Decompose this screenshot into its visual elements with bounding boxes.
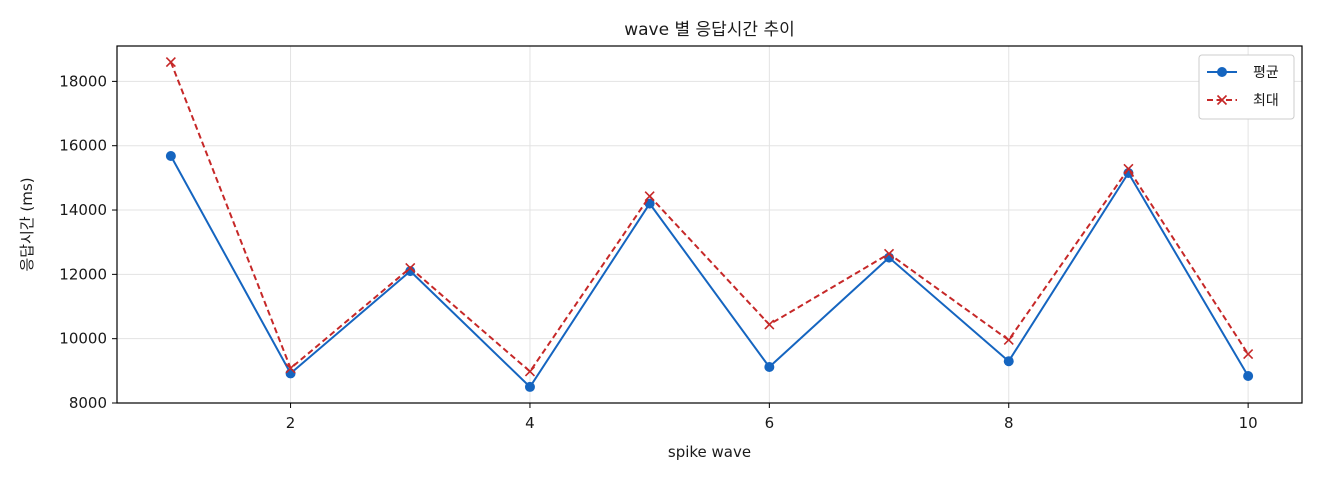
series-layer [165, 57, 1254, 392]
x-tick-label: 8 [1004, 414, 1014, 432]
legend-marker-max [1216, 94, 1228, 106]
data-point-avg [524, 381, 535, 392]
data-point-max [764, 319, 775, 330]
y-tick-label: 12000 [59, 265, 107, 283]
x-tick-label: 4 [525, 414, 535, 432]
data-point-avg [764, 361, 775, 372]
x-tick-label: 2 [286, 414, 296, 432]
data-point-max [883, 248, 895, 259]
legend-label-avg: 평균 [1253, 65, 1279, 81]
plot-frame [116, 45, 1303, 404]
grid-lines [117, 46, 1302, 404]
series-line-max [169, 61, 1249, 373]
data-point-max [524, 366, 536, 377]
data-point-max [285, 363, 296, 374]
data-point-max [1003, 334, 1014, 346]
axis-ticks: 2 4 6 8 10 8000 10000 12000 14000 16000 18000 [59, 72, 1257, 432]
y-tick-label: 10000 [59, 330, 107, 348]
data-point-avg [285, 368, 296, 379]
data-point-avg [165, 150, 176, 161]
y-tick-label: 14000 [59, 201, 107, 219]
series-max [165, 57, 1254, 377]
data-point-avg [405, 266, 416, 277]
data-point-max [165, 57, 176, 68]
y-tick-label: 8000 [69, 394, 107, 412]
data-point-max [644, 191, 655, 202]
legend-label-max: 최대 [1253, 93, 1279, 109]
data-point-avg [1003, 356, 1014, 367]
chart-title: wave 별 응답시간 추이 [624, 20, 795, 40]
legend-marker-avg [1217, 67, 1227, 77]
legend-box [1198, 54, 1295, 120]
y-tick-label: 18000 [59, 72, 107, 90]
data-point-max [1123, 163, 1134, 174]
y-axis-label: 응답시간 (ms) [18, 177, 36, 271]
x-axis-label: spike wave [668, 443, 751, 461]
series-avg [165, 150, 1254, 392]
x-tick-label: 10 [1239, 414, 1258, 432]
x-tick-label: 6 [765, 414, 775, 432]
data-point-max [405, 262, 416, 273]
data-point-max [1243, 349, 1254, 360]
y-tick-label: 16000 [59, 137, 107, 155]
series-line-avg [170, 155, 1249, 388]
data-point-avg [1243, 370, 1254, 381]
